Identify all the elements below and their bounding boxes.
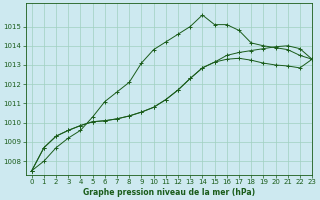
X-axis label: Graphe pression niveau de la mer (hPa): Graphe pression niveau de la mer (hPa)	[83, 188, 255, 197]
